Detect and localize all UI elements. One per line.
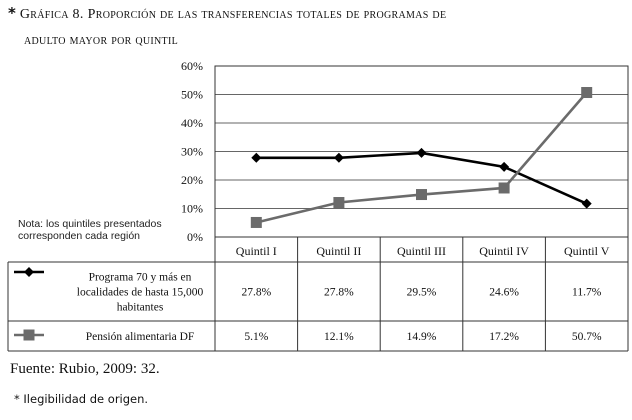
- source-citation: Fuente: Rubio, 2009: 32.: [10, 361, 160, 377]
- y-tick-label: 50%: [181, 88, 203, 102]
- y-tick-label: 30%: [181, 145, 203, 159]
- data-label: 29.5%: [407, 287, 437, 299]
- data-label: 5.1%: [244, 331, 268, 343]
- series-name-1: habitantes: [117, 302, 164, 314]
- data-label: 50.7%: [572, 331, 602, 343]
- category-label: Quintil I: [236, 244, 277, 258]
- caption-asterisk: *: [8, 4, 16, 22]
- y-tick-label: 60%: [181, 59, 203, 73]
- figure-title-line2: adulto mayor por quintil: [24, 33, 179, 48]
- category-label: Quintil IV: [479, 244, 529, 258]
- series-name-1: Programa 70 y más en: [89, 272, 192, 284]
- figure-label: Gráfica 8.: [19, 7, 84, 22]
- data-label: 12.1%: [324, 331, 354, 343]
- data-label: 27.8%: [241, 287, 271, 299]
- series-name-1: localidades de hasta 15,000: [77, 287, 204, 299]
- figure-title-line1: Proporción de las transferencias totales…: [87, 7, 447, 22]
- category-label: Quintil V: [564, 244, 610, 258]
- plot-frame: [214, 65, 629, 238]
- data-point-2: [581, 87, 593, 99]
- data-label: 11.7%: [572, 287, 602, 299]
- data-point-1: [581, 198, 592, 209]
- data-label: 24.6%: [489, 287, 519, 299]
- data-point-2: [416, 189, 427, 201]
- y-tick-label: 10%: [181, 202, 203, 216]
- y-tick-label: 0%: [187, 230, 203, 244]
- line-chart: 0% 10% 20% 30% 40% 50% 60% Quintil I Quintil II Q…: [7, 59, 629, 352]
- y-tick-label: 20%: [181, 173, 203, 187]
- data-point-1: [251, 152, 262, 163]
- series-name-2: Pensión alimentaria DF: [86, 331, 195, 343]
- category-label: Quintil III: [397, 244, 446, 258]
- category-label: Quintil II: [316, 244, 361, 258]
- legend-key-marker: [23, 329, 35, 341]
- data-label: 17.2%: [489, 331, 519, 343]
- data-point-2: [333, 197, 345, 209]
- data-label: 14.9%: [407, 331, 437, 343]
- legend-key-marker: [24, 267, 34, 277]
- footnote: * Ilegibilidad de origen.: [14, 392, 149, 406]
- data-point-2: [250, 216, 262, 228]
- y-tick-label: 40%: [181, 116, 203, 130]
- data-point-1: [333, 152, 344, 163]
- data-point-1: [499, 161, 510, 172]
- data-label: 27.8%: [324, 287, 354, 299]
- data-point-1: [416, 147, 427, 158]
- chart-note: Nota: los quintiles presentados correspo…: [18, 218, 162, 242]
- data-point-2: [498, 182, 510, 194]
